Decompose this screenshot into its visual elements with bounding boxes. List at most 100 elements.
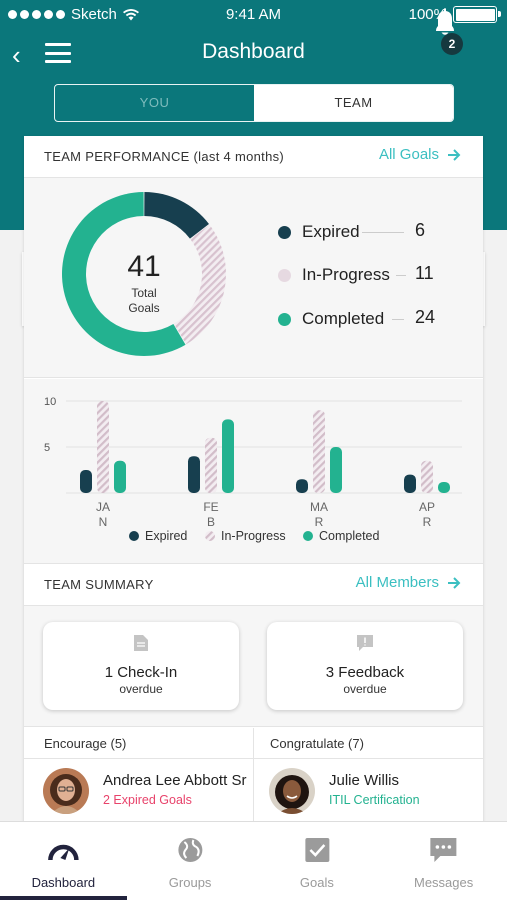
- bar-completed-mar: [330, 447, 342, 493]
- donut-chart: [62, 192, 226, 356]
- feedback-status: overdue: [343, 682, 387, 696]
- legend-expired: Expired: [278, 220, 360, 244]
- bar-inprogress-mar: [313, 410, 325, 493]
- legend-marker: [303, 531, 313, 541]
- feedback-icon: [357, 635, 373, 651]
- bar-inprogress-apr: [421, 460, 433, 493]
- encourage-name: Andrea Lee Abbott Sr: [103, 772, 247, 789]
- x-tick-label: FE: [203, 500, 218, 514]
- checkin-card[interactable]: 1 Check-In overdue: [43, 622, 239, 710]
- legend-leader-line: [396, 275, 406, 276]
- feedback-count: 3 Feedback: [325, 664, 405, 681]
- wifi-icon: [122, 8, 139, 20]
- signal-icon: [8, 10, 65, 19]
- encourage-detail: 2 Expired Goals: [103, 793, 192, 807]
- dashboard-card: TEAM PERFORMANCE (last 4 months) All Goa…: [24, 136, 483, 836]
- tab-groups[interactable]: Groups: [127, 822, 254, 900]
- congratulate-header: Congratulate (7): [270, 736, 364, 751]
- arrow-right-icon: [448, 576, 461, 589]
- checkin-status: overdue: [119, 682, 163, 696]
- legend-marker: [205, 531, 215, 541]
- checkbox-icon: [304, 838, 329, 862]
- tab-team[interactable]: TEAM: [254, 85, 453, 121]
- bar-expired-jan: [80, 470, 92, 493]
- bar-expired-mar: [296, 479, 308, 493]
- battery-icon: [453, 6, 501, 23]
- all-goals-link[interactable]: All Goals: [379, 146, 461, 163]
- all-members-link[interactable]: All Members: [356, 574, 461, 591]
- bar-inprogress-feb: [205, 437, 217, 493]
- document-icon: [134, 635, 148, 651]
- legend-label: Completed: [319, 529, 379, 543]
- card-edge-right: [481, 252, 485, 326]
- summary-header: TEAM SUMMARY All Members: [24, 564, 483, 606]
- legend-label: Expired: [145, 529, 187, 543]
- divider: [24, 726, 483, 727]
- clock: 9:41 AM: [225, 6, 282, 23]
- bar-inprogress-jan: [97, 401, 109, 493]
- completed-dot-icon: [278, 312, 291, 326]
- tab-bar: Dashboard Groups Goals Messages: [0, 821, 507, 900]
- performance-title: TEAM PERFORMANCE (last 4 months): [44, 149, 285, 164]
- x-tick-label: JA: [96, 500, 110, 514]
- avatar: [269, 768, 315, 814]
- donut-slice-completed: [62, 192, 186, 356]
- congratulate-name: Julie Willis: [329, 772, 400, 789]
- legend-inprogress: In-Progress: [278, 263, 390, 287]
- performance-header: TEAM PERFORMANCE (last 4 months) All Goa…: [24, 136, 483, 178]
- bar-completed-apr: [438, 481, 450, 493]
- tab-messages[interactable]: Messages: [380, 822, 507, 900]
- encourage-person[interactable]: Andrea Lee Abbott Sr 2 Expired Goals: [43, 768, 246, 814]
- expired-dot-icon: [278, 225, 291, 239]
- legend-label: In-Progress: [221, 529, 286, 543]
- x-tick-label: MA: [310, 500, 328, 514]
- donut-section: 41 Total Goals Expired 6 In-Progress 11 …: [24, 178, 483, 378]
- y-tick-label: 5: [44, 442, 50, 454]
- you-team-toggle: YOU TEAM: [54, 84, 454, 122]
- legend-leader-line: [362, 232, 404, 233]
- legend-expired-value: 6: [415, 220, 426, 240]
- encourage-header: Encourage (5): [44, 736, 127, 751]
- menu-icon[interactable]: [45, 43, 71, 63]
- total-goals-label: Total Goals: [94, 286, 194, 316]
- page-title: Dashboard: [202, 40, 305, 63]
- x-tick-label: N: [99, 515, 108, 529]
- congratulate-person[interactable]: Julie Willis ITIL Certification: [269, 768, 420, 814]
- donut-slice-inprogress: [173, 224, 226, 345]
- donut-slice-expired: [144, 192, 209, 239]
- bar-expired-feb: [188, 456, 200, 493]
- all-goals-label: All Goals: [378, 146, 439, 163]
- total-goals-value: 41: [127, 250, 161, 283]
- tab-goals[interactable]: Goals: [254, 822, 381, 900]
- nav-bar: ‹ Dashboard: [0, 30, 507, 80]
- x-tick-label: R: [315, 515, 324, 529]
- legend-marker: [129, 531, 139, 541]
- notification-badge: 2: [441, 33, 463, 55]
- checkin-count: 1 Check-In: [104, 664, 178, 681]
- legend-inprogress-value: 11: [415, 263, 434, 283]
- globe-icon: [178, 838, 203, 862]
- arrow-right-icon: [448, 148, 461, 161]
- total-goals-label-line1: Total: [131, 286, 157, 300]
- legend-completed-label: Completed: [302, 309, 385, 328]
- status-bar: Sketch 9:41 AM 100%: [0, 0, 507, 30]
- all-members-label: All Members: [355, 574, 439, 591]
- back-button[interactable]: ‹: [12, 40, 21, 70]
- tab-messages-label: Messages: [414, 875, 474, 890]
- summary-section: 1 Check-In overdue 3 Feedback overdue: [24, 606, 483, 726]
- tab-you[interactable]: YOU: [139, 95, 170, 110]
- legend-inprogress-label: In-Progress: [302, 265, 390, 284]
- y-tick-label: 10: [44, 396, 56, 408]
- legend-completed: Completed: [278, 307, 384, 331]
- bar-chart-section: 10 5 JA N FE B MA R AP R Expired In-Progress Compl…: [24, 379, 483, 564]
- bar-completed-feb: [222, 419, 234, 493]
- divider: [253, 728, 254, 836]
- tab-dashboard[interactable]: Dashboard: [0, 822, 127, 900]
- x-tick-label: B: [207, 515, 215, 529]
- tab-groups-label: Groups: [168, 875, 212, 890]
- bar-expired-apr: [404, 474, 416, 493]
- chat-icon: [430, 838, 457, 862]
- feedback-card[interactable]: 3 Feedback overdue: [267, 622, 463, 710]
- tab-dashboard-label: Dashboard: [31, 875, 96, 890]
